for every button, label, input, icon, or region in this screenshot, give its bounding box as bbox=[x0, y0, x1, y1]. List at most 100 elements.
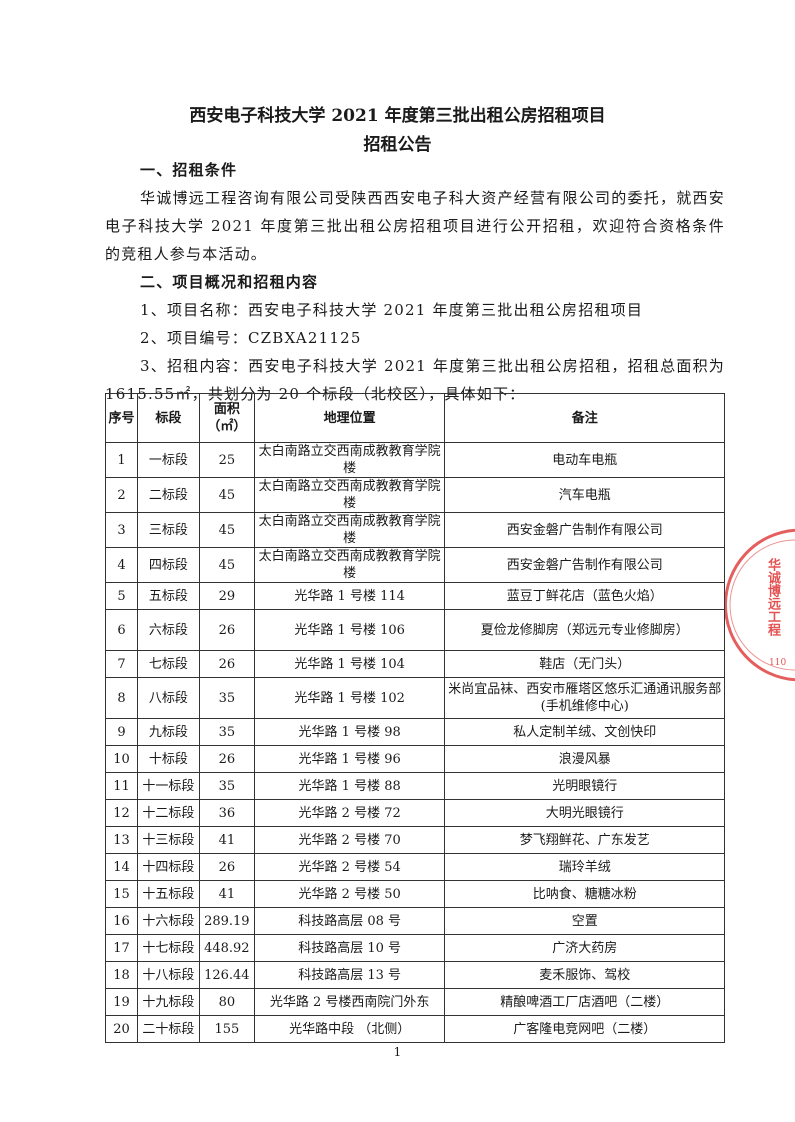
table-row: 9 九标段 35 光华路 1 号楼 98 私人定制羊绒、文创快印 bbox=[105, 718, 725, 746]
cell-remark: 广客隆电竞网吧（二楼） bbox=[444, 1015, 725, 1043]
cell-no: 16 bbox=[105, 907, 138, 935]
cell-no: 10 bbox=[105, 745, 138, 773]
cell-area: 45 bbox=[198, 512, 255, 548]
cell-area: 41 bbox=[198, 826, 255, 854]
table-row: 14 十四标段 26 光华路 2 号楼 54 瑞玲羊绒 bbox=[105, 853, 725, 881]
seal-ring bbox=[725, 528, 795, 682]
cell-remark: 瑞玲羊绒 bbox=[444, 853, 725, 881]
document-body: 一、招租条件 华诚博远工程咨询有限公司受陕西西安电子科大资产经营有限公司的委托，… bbox=[105, 156, 725, 408]
cell-remark: 西安金磐广告制作有限公司 bbox=[444, 512, 725, 548]
cell-no: 3 bbox=[105, 512, 138, 548]
table-row: 2 二标段 45 太白南路立交西南成教教育学院楼 汽车电瓶 bbox=[105, 477, 725, 513]
table-row: 15 十五标段 41 光华路 2 号楼 50 比呐食、糖糖冰粉 bbox=[105, 880, 725, 908]
table-row: 6 六标段 26 光华路 1 号楼 106 夏俭龙修脚房（郑远元专业修脚房） bbox=[105, 609, 725, 651]
cell-location: 太白南路立交西南成教教育学院楼 bbox=[253, 547, 446, 583]
cell-lot: 十七标段 bbox=[136, 934, 200, 962]
cell-remark: 精酿啤酒工厂店酒吧（二楼） bbox=[444, 988, 725, 1016]
cell-remark: 夏俭龙修脚房（郑远元专业修脚房） bbox=[444, 609, 725, 651]
table-row: 20 二十标段 155 光华路中段 （北侧） 广客隆电竞网吧（二楼） bbox=[105, 1015, 725, 1043]
table-row: 13 十三标段 41 光华路 2 号楼 70 梦飞翔鲜花、广东发艺 bbox=[105, 826, 725, 854]
cell-area: 26 bbox=[198, 853, 255, 881]
cell-area: 155 bbox=[198, 1015, 255, 1043]
cell-no: 11 bbox=[105, 772, 138, 800]
table-row: 3 三标段 45 太白南路立交西南成教教育学院楼 西安金磐广告制作有限公司 bbox=[105, 512, 725, 548]
cell-lot: 十二标段 bbox=[136, 799, 200, 827]
cell-no: 4 bbox=[105, 547, 138, 583]
cell-no: 13 bbox=[105, 826, 138, 854]
cell-location: 光华路 1 号楼 98 bbox=[253, 718, 446, 746]
cell-location: 科技路高层 13 号 bbox=[253, 961, 446, 989]
lots-table: 序号 标段 面积（㎡） 地理位置 备注 1 一标段 25 太白南路立交西南成教教育学院… bbox=[105, 393, 725, 1043]
table-row: 16 十六标段 289.19 科技路高层 08 号空置 bbox=[105, 907, 725, 935]
cell-location: 光华路 1 号楼 104 bbox=[253, 650, 446, 678]
cell-remark: 广济大药房 bbox=[444, 934, 725, 962]
document-subtitle: 招租公告 bbox=[363, 135, 432, 155]
cell-lot: 三标段 bbox=[136, 512, 200, 548]
cell-lot: 一标段 bbox=[136, 442, 200, 478]
cell-location: 光华路中段 （北侧） bbox=[253, 1015, 446, 1043]
cell-remark: 大明光眼镜行 bbox=[444, 799, 725, 827]
cell-area: 25 bbox=[198, 442, 255, 478]
cell-lot: 六标段 bbox=[136, 609, 200, 651]
paragraph: 2、项目编号：CZBXA21125 bbox=[140, 329, 362, 347]
cell-no: 12 bbox=[105, 799, 138, 827]
cell-location: 光华路 1 号楼 114 bbox=[253, 582, 446, 610]
cell-location: 光华路 2 号楼 54 bbox=[253, 853, 446, 881]
cell-area: 41 bbox=[198, 880, 255, 908]
table-row: 5 五标段 29 光华路 1 号楼 114 蓝豆丁鲜花店（蓝色火焰） bbox=[105, 582, 725, 610]
cell-no: 14 bbox=[105, 853, 138, 881]
cell-area: 45 bbox=[198, 547, 255, 583]
cell-no: 8 bbox=[105, 677, 138, 719]
cell-area: 26 bbox=[198, 745, 255, 773]
cell-no: 18 bbox=[105, 961, 138, 989]
cell-lot: 五标段 bbox=[136, 582, 200, 610]
cell-lot: 十三标段 bbox=[136, 826, 200, 854]
cell-area: 448.92 bbox=[198, 934, 255, 962]
cell-remark: 麦禾服饰、驾校 bbox=[444, 961, 725, 989]
table-row: 12 十二标段 36 光华路 2 号楼 72 大明光眼镜行 bbox=[105, 799, 725, 827]
cell-no: 2 bbox=[105, 477, 138, 513]
cell-lot: 二标段 bbox=[136, 477, 200, 513]
header-location: 地理位置 bbox=[253, 393, 446, 443]
table-row: 18 十八标段 126.44 科技路高层 13 号麦禾服饰、驾校 bbox=[105, 961, 725, 989]
cell-lot: 十标段 bbox=[136, 745, 200, 773]
cell-location: 光华路 2 号楼 70 bbox=[253, 826, 446, 854]
cell-lot: 十四标段 bbox=[136, 853, 200, 881]
header-remark: 备注 bbox=[444, 393, 725, 443]
cell-location: 光华路 2 号楼西南院门外东 bbox=[253, 988, 446, 1016]
cell-no: 20 bbox=[105, 1015, 138, 1043]
cell-remark: 米尚宜品袜、西安市雁塔区悠乐汇通通讯服务部(手机维修中心) bbox=[444, 677, 725, 719]
cell-location: 太白南路立交西南成教教育学院楼 bbox=[253, 512, 446, 548]
paragraph: 1、项目名称：西安电子科技大学 2021 年度第三批出租公房招租项目 bbox=[140, 301, 644, 319]
cell-lot: 八标段 bbox=[136, 677, 200, 719]
cell-area: 35 bbox=[198, 677, 255, 719]
cell-area: 26 bbox=[198, 609, 255, 651]
cell-area: 35 bbox=[198, 718, 255, 746]
cell-lot: 九标段 bbox=[136, 718, 200, 746]
cell-remark: 私人定制羊绒、文创快印 bbox=[444, 718, 725, 746]
header-lot: 标段 bbox=[136, 393, 200, 443]
header-no: 序号 bbox=[105, 393, 138, 443]
cell-no: 7 bbox=[105, 650, 138, 678]
cell-remark: 梦飞翔鲜花、广东发艺 bbox=[444, 826, 725, 854]
cell-no: 6 bbox=[105, 609, 138, 651]
cell-remark: 电动车电瓶 bbox=[444, 442, 725, 478]
cell-area: 26 bbox=[198, 650, 255, 678]
cell-lot: 十五标段 bbox=[136, 880, 200, 908]
cell-remark: 浪漫风暴 bbox=[444, 745, 725, 773]
table-row: 19 十九标段 80 光华路 2 号楼西南院门外东 精酿啤酒工厂店酒吧（二楼） bbox=[105, 988, 725, 1016]
cell-location: 光华路 2 号楼 72 bbox=[253, 799, 446, 827]
cell-location: 光华路 1 号楼 106 bbox=[253, 609, 446, 651]
cell-location: 光华路 1 号楼 102 bbox=[253, 677, 446, 719]
cell-location: 太白南路立交西南成教教育学院楼 bbox=[253, 442, 446, 478]
cell-no: 5 bbox=[105, 582, 138, 610]
cell-location: 光华路 1 号楼 88 bbox=[253, 772, 446, 800]
cell-remark: 空置 bbox=[444, 907, 725, 935]
cell-location: 科技路高层 10 号 bbox=[253, 934, 446, 962]
table-row: 7 七标段 26 光华路 1 号楼 104 鞋店（无门头） bbox=[105, 650, 725, 678]
cell-remark: 鞋店（无门头） bbox=[444, 650, 725, 678]
cell-area: 35 bbox=[198, 772, 255, 800]
cell-lot: 四标段 bbox=[136, 547, 200, 583]
cell-location: 太白南路立交西南成教教育学院楼 bbox=[253, 477, 446, 513]
table-row: 4 四标段 45 太白南路立交西南成教教育学院楼 西安金磐广告制作有限公司 bbox=[105, 547, 725, 583]
